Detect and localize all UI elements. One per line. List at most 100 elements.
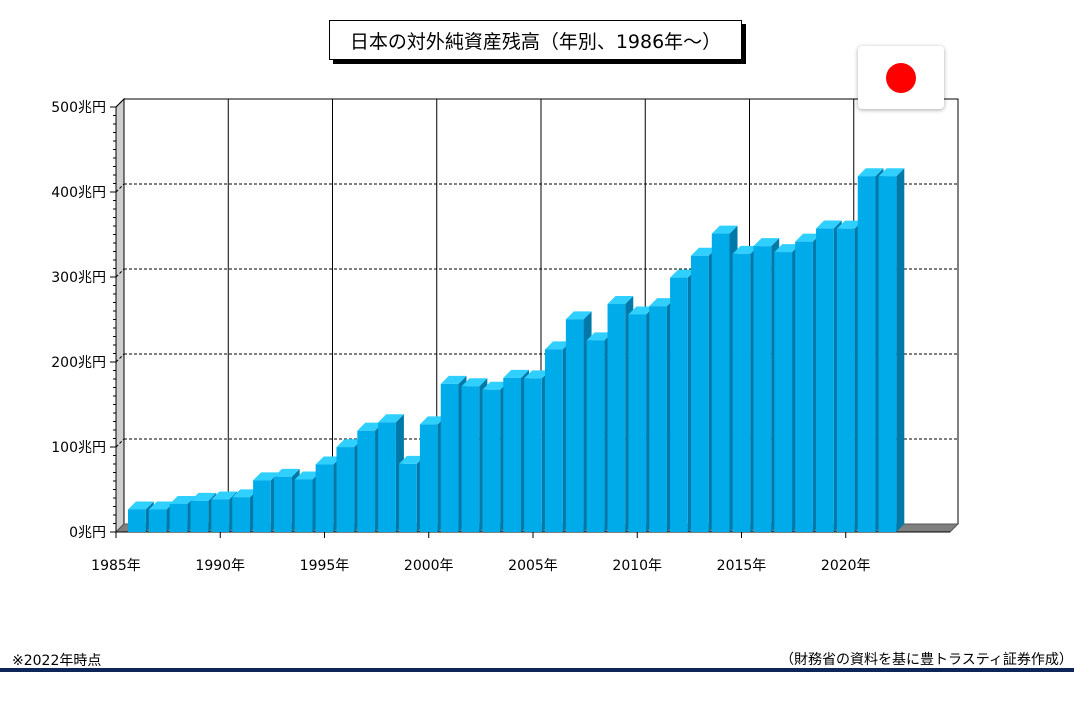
bar-front — [628, 314, 647, 532]
y-gridline-side — [115, 98, 125, 108]
bar-top — [211, 491, 238, 500]
bar-top — [253, 472, 279, 481]
bar-front — [399, 463, 417, 532]
bar-top — [774, 244, 801, 253]
bar-top — [857, 168, 884, 177]
bar-top — [440, 375, 467, 384]
bar-front — [440, 383, 459, 532]
bar-front — [315, 464, 334, 532]
y-gridline-side — [115, 438, 125, 448]
bar-front — [419, 424, 438, 532]
bar-side — [896, 168, 905, 532]
bar-top — [419, 416, 446, 425]
bar-top — [732, 245, 759, 254]
bar-front — [836, 228, 855, 532]
bars — [127, 168, 905, 533]
bar-front — [649, 306, 667, 532]
bar-front — [482, 389, 501, 532]
x-tick-label: 2015年 — [717, 558, 767, 574]
x-tick-label: 2010年 — [612, 558, 662, 574]
bar-front — [503, 377, 522, 532]
bar-front — [378, 422, 396, 532]
x-tick-label: 2005年 — [508, 558, 558, 574]
bar-top — [878, 168, 905, 177]
x-tick-label: 1990年 — [195, 558, 245, 574]
bar-front — [816, 228, 834, 533]
y-gridline-side — [115, 183, 125, 193]
y-tick-label: 400兆円 — [51, 185, 106, 201]
y-tick-label: 100兆円 — [51, 440, 106, 456]
bar-front — [670, 277, 688, 532]
bar-front — [753, 246, 772, 532]
bar-top — [524, 370, 550, 379]
bar-top — [628, 306, 655, 315]
bar-top — [357, 422, 384, 431]
bar-top — [399, 455, 425, 464]
bar-top — [315, 456, 342, 465]
footnote: ※2022年時点 — [12, 653, 102, 669]
bar-front — [253, 480, 271, 532]
bar-top — [169, 495, 196, 504]
bar-top — [649, 298, 675, 307]
japan-flag-icon — [858, 46, 944, 109]
bar-front — [273, 476, 292, 532]
x-tick-label: 2020年 — [821, 558, 871, 574]
bar-top — [690, 247, 717, 256]
bar-top — [148, 501, 175, 510]
bar-front — [565, 319, 584, 532]
chart-title: 日本の対外純資産残高（年別、1986年～） — [329, 20, 742, 60]
flag-red-disc — [886, 62, 916, 93]
bar-top — [273, 468, 300, 477]
x-axis-ticks: 1985年 1990年 1995年 2000年 2005年 2010年 2015年 2020年 — [91, 532, 871, 574]
bottom-rule — [0, 668, 1074, 672]
bar — [169, 495, 196, 532]
bar-front — [711, 233, 730, 532]
bar-front — [127, 509, 146, 532]
bar-top — [711, 225, 738, 234]
bar-front — [336, 447, 355, 532]
y-tick-label: 300兆円 — [51, 270, 106, 286]
bar-front — [690, 255, 709, 532]
bar-front — [544, 349, 563, 532]
bar-top — [836, 220, 863, 229]
y-tick-label: 200兆円 — [51, 355, 106, 371]
y-tick-label: 500兆円 — [51, 100, 106, 116]
bar-top — [232, 489, 258, 498]
bar-front — [232, 497, 250, 532]
bar-top — [378, 414, 404, 423]
bar-top — [607, 296, 634, 305]
bar-top — [461, 378, 488, 387]
bar-front — [357, 430, 376, 532]
y-gridline-side — [115, 268, 125, 278]
y-gridline-side — [115, 353, 125, 363]
source-note: （財務省の資料を基に豊トラスティ証券作成） — [780, 652, 1073, 668]
bar-top — [816, 220, 842, 229]
bar-front — [211, 499, 230, 532]
bar-top — [190, 492, 217, 501]
x-tick-label: 2000年 — [404, 558, 454, 574]
bar-front — [461, 386, 480, 532]
bar-top — [127, 501, 154, 510]
plot-left-wall — [115, 97, 125, 534]
bar-top — [586, 332, 613, 341]
bar-top — [503, 369, 530, 378]
x-tick-label: 1995年 — [300, 558, 350, 574]
bar-top — [753, 238, 780, 247]
bar-front — [586, 340, 605, 532]
bar-front — [148, 509, 167, 532]
bar-front — [190, 500, 209, 532]
bar — [878, 168, 905, 532]
y-tick-label: 0兆円 — [69, 525, 106, 541]
bar-top — [544, 341, 571, 350]
bar-top — [294, 471, 321, 480]
bar-top — [336, 439, 363, 448]
bar-front — [524, 378, 542, 532]
y-axis-ticks: 0兆円 100兆円 200兆円 300兆円 400兆円 500兆円 — [51, 100, 117, 541]
bar-front — [857, 176, 876, 532]
bar-top — [795, 233, 821, 242]
bar-front — [878, 176, 897, 532]
bar-front — [795, 241, 813, 532]
bar-front — [607, 304, 626, 532]
bar-front — [732, 253, 751, 532]
